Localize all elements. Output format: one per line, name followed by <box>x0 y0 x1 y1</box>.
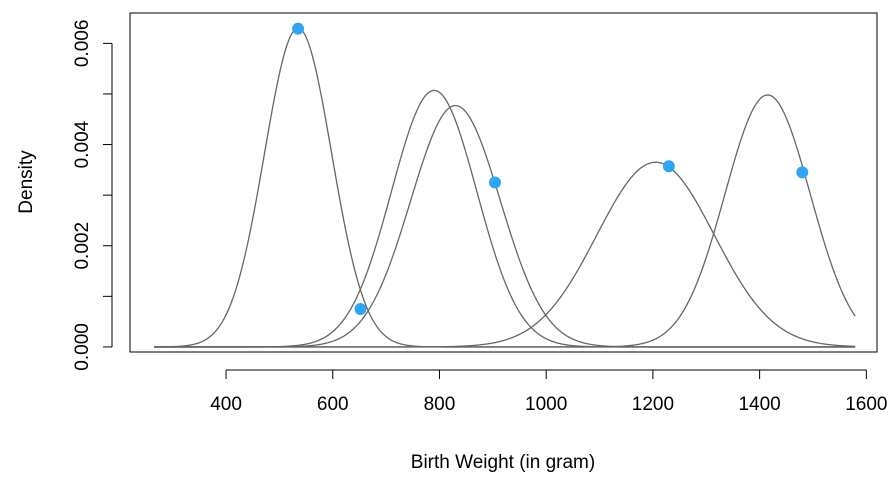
density-curves <box>154 27 856 348</box>
data-point-2 <box>354 302 367 315</box>
density-curve-1 <box>154 27 856 348</box>
data-points <box>292 22 809 315</box>
y-tick-label: 0.004 <box>72 120 93 168</box>
data-point-4 <box>662 160 675 173</box>
x-tick-label: 400 <box>210 394 242 415</box>
y-tick-label: 0.000 <box>72 323 93 371</box>
data-point-1 <box>292 22 305 35</box>
x-tick-label: 1600 <box>845 394 887 415</box>
x-axis: 400 600 800 1000 1200 1400 1600 <box>210 369 887 415</box>
y-axis-title: Density <box>16 150 37 214</box>
density-curve-3 <box>154 104 856 348</box>
density-curve-5 <box>154 94 856 348</box>
x-tick-label: 1000 <box>525 394 567 415</box>
x-tick-label: 600 <box>317 394 349 415</box>
data-point-5 <box>796 166 809 179</box>
plot-frame <box>129 12 878 353</box>
y-tick-label: 0.002 <box>72 222 93 270</box>
x-tick-label: 1200 <box>632 394 674 415</box>
x-tick-label: 1400 <box>738 394 780 415</box>
x-axis-title: Birth Weight (in gram) <box>411 452 595 473</box>
data-point-3 <box>488 176 501 189</box>
density-curve-2 <box>154 89 856 348</box>
density-curve-4 <box>154 161 856 348</box>
y-tick-label: 0.006 <box>72 20 93 68</box>
x-tick-label: 800 <box>424 394 456 415</box>
y-axis: 0.000 0.002 0.004 0.006 <box>72 20 113 371</box>
